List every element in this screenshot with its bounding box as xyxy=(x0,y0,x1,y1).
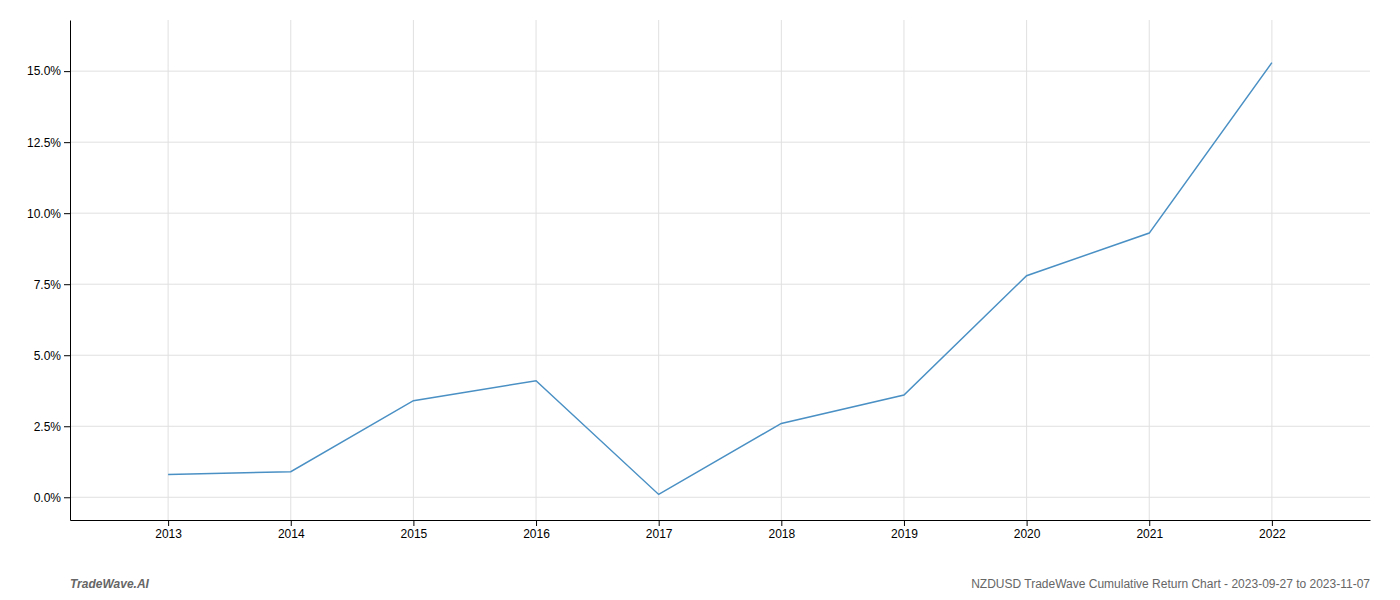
tick-mark xyxy=(64,426,70,427)
tick-label: 5.0% xyxy=(34,349,62,363)
tick-mark xyxy=(64,213,70,214)
grid-line xyxy=(536,20,537,520)
tick: 2019 xyxy=(891,520,918,541)
tick-label: 0.0% xyxy=(34,491,62,505)
tick-mark xyxy=(64,284,70,285)
grid-line xyxy=(70,213,1370,214)
tick-label: 2.5% xyxy=(34,420,62,434)
grid-line xyxy=(70,284,1370,285)
tick-label: 2016 xyxy=(523,527,550,541)
grid-line xyxy=(413,20,414,520)
grid-line xyxy=(70,426,1370,427)
tick-label: 2014 xyxy=(278,527,305,541)
tick-label: 2019 xyxy=(891,527,918,541)
tick-mark xyxy=(64,497,70,498)
tick-mark xyxy=(904,520,905,526)
tick: 0.0% xyxy=(34,491,70,505)
axis-line xyxy=(70,21,71,521)
chart: 2013 2014 2015 2016 2017 2018 2019 2020 2021 2022… xyxy=(0,0,1400,600)
tick-label: 12.5% xyxy=(27,135,61,149)
grid-line xyxy=(70,497,1370,498)
tick: 15.0% xyxy=(27,64,70,78)
tick-mark xyxy=(291,520,292,526)
tick-label: 10.0% xyxy=(27,207,61,221)
grid-line xyxy=(1149,20,1150,520)
tick-mark xyxy=(781,520,782,526)
tick: 2022 xyxy=(1259,520,1286,541)
annotation: NZDUSD TradeWave Cumulative Return Chart… xyxy=(971,577,1370,591)
tick-mark xyxy=(413,520,414,526)
x-axis: 2013 2014 2015 2016 2017 2018 2019 2020 2021 2022 xyxy=(71,520,1371,541)
tick-mark xyxy=(64,142,70,143)
grid-line xyxy=(70,71,1370,72)
tick: 10.0% xyxy=(27,207,70,221)
tick: 2.5% xyxy=(34,420,70,434)
tick-label: 2015 xyxy=(401,527,428,541)
tick: 2018 xyxy=(768,520,795,541)
annotations: TradeWave.AI NZDUSD TradeWave Cumulative … xyxy=(70,577,1370,591)
tick-mark xyxy=(1272,520,1273,526)
tick-label: 2017 xyxy=(646,527,673,541)
grid-line xyxy=(290,20,291,520)
tick-label: 2022 xyxy=(1259,527,1286,541)
tick-mark xyxy=(168,520,169,526)
grid-line xyxy=(70,142,1370,143)
tick-label: 2018 xyxy=(768,527,795,541)
tick: 2020 xyxy=(1014,520,1041,541)
tick: 2014 xyxy=(278,520,305,541)
tick-label: 2020 xyxy=(1014,527,1041,541)
grid-line xyxy=(168,20,169,520)
annotation: TradeWave.AI xyxy=(70,577,150,591)
tick-mark xyxy=(659,520,660,526)
grid-line xyxy=(903,20,904,520)
tick-mark xyxy=(64,355,70,356)
tick-label: 2013 xyxy=(155,527,182,541)
tick: 2017 xyxy=(646,520,673,541)
tick-mark xyxy=(64,71,70,72)
grid-line xyxy=(1271,20,1272,520)
grid-line xyxy=(1026,20,1027,520)
tick-label: 15.0% xyxy=(27,64,61,78)
tick-mark xyxy=(1027,520,1028,526)
tick-label: 2021 xyxy=(1136,527,1163,541)
plot-area xyxy=(168,63,1272,495)
grid-line xyxy=(781,20,782,520)
y-axis: 0.0% 2.5% 5.0% 7.5% 10.0% 12.5% 15.0% xyxy=(27,21,71,521)
tick-label: 7.5% xyxy=(34,278,62,292)
tick: 2021 xyxy=(1136,520,1163,541)
tick-mark xyxy=(536,520,537,526)
tick-mark xyxy=(1149,520,1150,526)
tick: 2013 xyxy=(155,520,182,541)
grid-line xyxy=(658,20,659,520)
grid xyxy=(70,20,1370,520)
tick: 5.0% xyxy=(34,349,70,363)
tick: 2015 xyxy=(401,520,428,541)
tick: 12.5% xyxy=(27,135,70,149)
grid-line xyxy=(70,355,1370,356)
tick: 7.5% xyxy=(34,278,70,292)
tick: 2016 xyxy=(523,520,550,541)
line xyxy=(168,63,1272,495)
axis-line xyxy=(71,520,1371,521)
